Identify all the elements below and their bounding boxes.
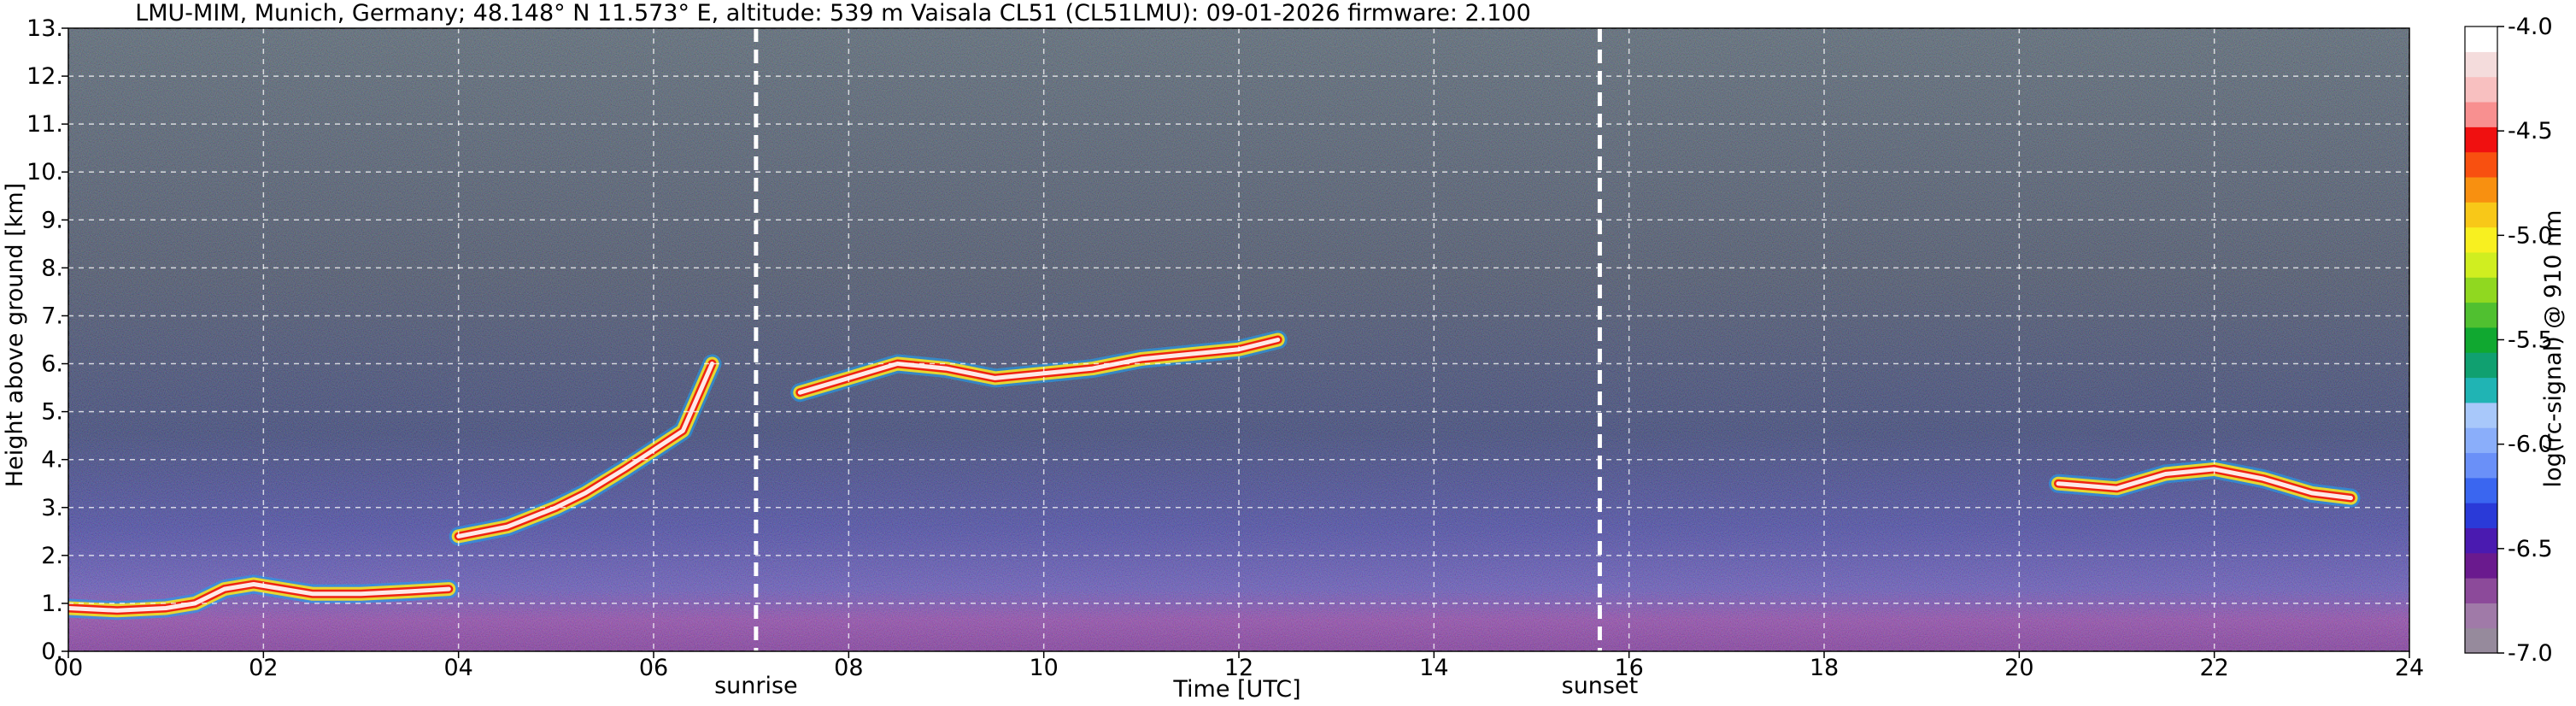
- colorbar-segment: [2465, 578, 2497, 603]
- x-tick-label: 20: [2004, 655, 2033, 681]
- x-tick-label: 12: [1224, 655, 1253, 681]
- cloud-layer-0-band-3: [68, 582, 451, 613]
- y-tick-label: 11.: [26, 111, 63, 138]
- x-tick-label: 00: [54, 655, 83, 681]
- x-tick-label: 04: [443, 655, 472, 681]
- y-tick-label: 10.: [26, 159, 63, 185]
- x-tick-label: 06: [639, 655, 668, 681]
- y-axis-label: Height above ground [km]: [2, 183, 28, 487]
- annotation-label: sunrise: [714, 673, 798, 699]
- colorbar-segment: [2465, 627, 2497, 654]
- colorbar-segment: [2465, 176, 2497, 203]
- x-tick-label: 18: [1810, 655, 1839, 681]
- y-tick-label: 2.: [41, 543, 63, 569]
- x-tick-label: 24: [2395, 655, 2424, 681]
- cloud-layer-1-band-3: [456, 362, 714, 538]
- y-tick-label: 12.: [26, 63, 63, 90]
- colorbar-segment: [2465, 402, 2497, 428]
- grid-lines: [68, 28, 2409, 651]
- y-tick-label: 4.: [41, 447, 63, 474]
- colorbar-segment: [2465, 251, 2497, 278]
- x-tick-label: 16: [1614, 655, 1643, 681]
- y-tick-label: 7.: [41, 303, 63, 329]
- x-tick-label: 08: [834, 655, 863, 681]
- sun-markers: [754, 28, 1602, 651]
- colorbar-segment: [2465, 277, 2497, 303]
- colorbar-segment: [2465, 377, 2497, 403]
- y-tick-label: 1.: [41, 591, 63, 617]
- colorbar-segment: [2465, 151, 2497, 178]
- plot-area: [68, 28, 2409, 651]
- x-axis-label: Time [UTC]: [1172, 676, 1300, 703]
- colorbar-segment: [2465, 302, 2497, 328]
- colorbar-segment: [2465, 101, 2497, 127]
- y-tick-label: 5.: [41, 399, 63, 426]
- colorbar-segment: [2465, 76, 2497, 103]
- colorbar-segment: [2465, 26, 2497, 52]
- colorbar-segment: [2465, 527, 2497, 554]
- colorbar: [2464, 26, 2498, 654]
- y-tick-label: 3.: [41, 495, 63, 521]
- y-tick-label: 0.: [41, 638, 63, 665]
- colorbar-segment: [2465, 227, 2497, 253]
- colorbar-ticks: -7.0 -6.5 -6.0 -5.5 -5.0 -4.5 -4.0: [2497, 14, 2553, 667]
- x-tick-label: 10: [1029, 655, 1058, 681]
- y-tick-label: 8.: [41, 255, 63, 281]
- colorbar-segment: [2465, 603, 2497, 629]
- colorbar-segment: [2465, 503, 2497, 528]
- x-tick-label: 02: [249, 655, 278, 681]
- x-axis-ticks: 00 02 04 06 08 10 12 14 16 18 20 22 24: [54, 651, 2424, 681]
- cloud-layer-2-band-3: [797, 338, 1281, 395]
- y-tick-label: 6.: [41, 351, 63, 378]
- colorbar-segment: [2465, 552, 2497, 579]
- colorbar-tick-label: -4.5: [2508, 118, 2553, 144]
- colorbar-segment: [2465, 126, 2497, 153]
- colorbar-label: log(rc-signal) @ 910 nm: [2540, 210, 2567, 488]
- colorbar-segment: [2465, 452, 2497, 479]
- chart-title: LMU-MIM, Munich, Germany; 48.148° N 11.5…: [135, 0, 1531, 26]
- colorbar-tick-label: -7.0: [2508, 640, 2553, 667]
- x-tick-label: 14: [1419, 655, 1448, 681]
- colorbar-tick-label: -6.0: [2508, 432, 2553, 458]
- colorbar-tick-label: -5.5: [2508, 327, 2553, 354]
- y-tick-label: 9.: [41, 207, 63, 233]
- annotation-label: sunset: [1562, 673, 1639, 699]
- y-tick-label: 13.: [26, 15, 63, 42]
- annotation-labels: sunrise sunset: [714, 673, 1638, 699]
- colorbar-segment: [2465, 327, 2497, 353]
- y-axis-ticks: 0. 1. 2. 3. 4. 5. 6. 7. 8. 9. 10. 11. 12. 13.: [26, 15, 68, 665]
- colorbar-tick-label: -4.0: [2508, 14, 2553, 40]
- colorbar-segment: [2465, 51, 2497, 78]
- colorbar-tick-label: -6.5: [2508, 536, 2553, 562]
- colorbar-segment: [2465, 477, 2497, 503]
- colorbar-segment: [2465, 352, 2497, 379]
- cloud-layer-3-band-3: [2056, 467, 2353, 501]
- cloud-layers: [68, 330, 2361, 621]
- colorbar-segment: [2465, 202, 2497, 228]
- x-tick-label: 22: [2199, 655, 2228, 681]
- colorbar-segment: [2465, 427, 2497, 454]
- colorbar-tick-label: -5.0: [2508, 222, 2553, 249]
